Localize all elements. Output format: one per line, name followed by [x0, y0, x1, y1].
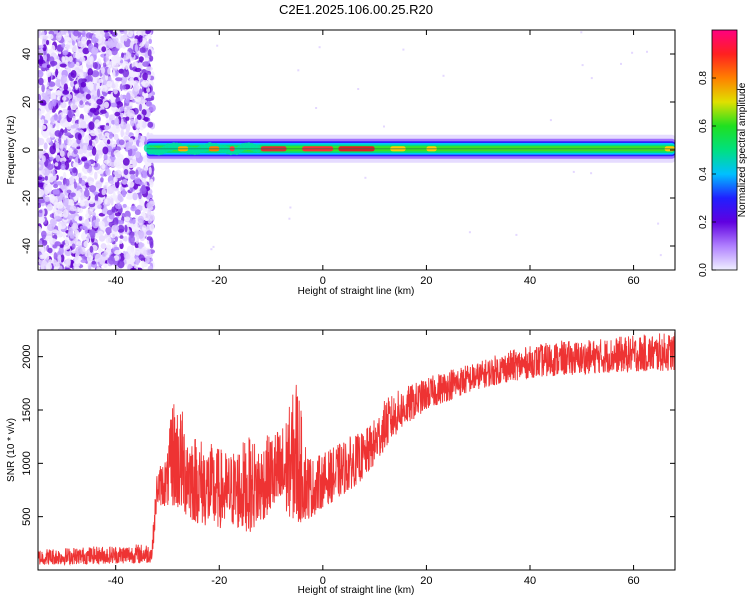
- x-tick-label: -40: [108, 575, 124, 587]
- spectrogram-image: [38, 30, 675, 270]
- spectrogram-panel: -40 -20 0 20 40 60 40 20 0 -20 -40 Height of strai…: [6, 29, 676, 297]
- x-tick-label: 0: [320, 275, 326, 287]
- x-tick-label: 20: [420, 275, 432, 287]
- y-tick-label: 500: [21, 507, 33, 525]
- signal-band: [143, 134, 675, 163]
- y-tick-label: 20: [21, 96, 33, 108]
- snr-line-area: [38, 332, 675, 566]
- noise-region: [38, 30, 662, 270]
- colorbar-gradient: [711, 29, 738, 271]
- y-tick-label: 0: [21, 147, 33, 153]
- figure-title: C2E1.2025.106.00.25.R20: [279, 2, 433, 17]
- spectrogram-x-label: Height of straight line (km): [298, 286, 415, 297]
- colorbar: 0.0 0.2 0.4 0.6 0.8 Normalized spectral ampl…: [698, 29, 748, 277]
- x-tick-label: 40: [524, 575, 536, 587]
- snr-y-label: SNR (10 * v/v): [6, 418, 17, 482]
- y-tick-label: 1000: [21, 451, 33, 475]
- snr-series-line: [38, 332, 675, 566]
- colorbar-label: Normalized spectral amplitude: [737, 82, 748, 217]
- x-tick-label: -20: [211, 275, 227, 287]
- colorbar-tick-label: 0.4: [698, 167, 709, 181]
- snr-frame: [37, 329, 676, 571]
- x-tick-label: 20: [420, 575, 432, 587]
- spectrogram-y-label: Frequency (Hz): [6, 116, 17, 185]
- x-tick-label: 60: [627, 275, 639, 287]
- y-tick-label: -20: [21, 190, 33, 206]
- colorbar-tick-label: 0.8: [698, 71, 709, 85]
- snr-panel: -40 -20 0 20 40 60 2000 1500 1000 500 Height of s…: [6, 329, 676, 596]
- x-tick-label: -20: [211, 575, 227, 587]
- colorbar-tick-label: 0.6: [698, 119, 709, 133]
- y-tick-label: -40: [21, 238, 33, 254]
- y-tick-label: 2000: [21, 344, 33, 368]
- snr-x-label: Height of straight line (km): [298, 585, 415, 596]
- x-tick-label: 60: [627, 575, 639, 587]
- colorbar-tick-label: 0.0: [698, 263, 709, 277]
- y-tick-label: 40: [21, 48, 33, 60]
- y-tick-label: 1500: [21, 398, 33, 422]
- x-tick-label: -40: [108, 275, 124, 287]
- colorbar-tick-label: 0.2: [698, 215, 709, 229]
- x-tick-label: 0: [320, 575, 326, 587]
- x-tick-label: 40: [524, 275, 536, 287]
